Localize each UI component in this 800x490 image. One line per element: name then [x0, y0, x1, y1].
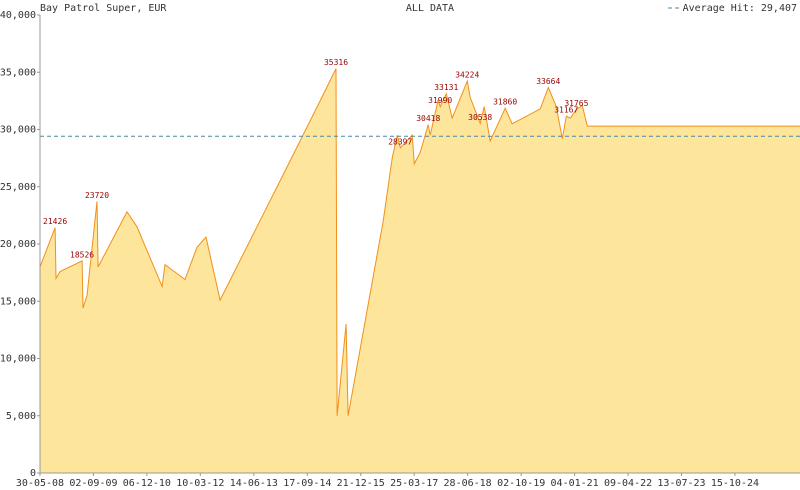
- value-label: 33131: [434, 83, 458, 92]
- y-tick-label: 40,000: [0, 10, 36, 21]
- x-tick-label: 02-10-19: [497, 478, 545, 489]
- legend-label: Average Hit: 29,407: [683, 3, 797, 14]
- value-label: 21426: [43, 217, 67, 226]
- chart-title: Bay Patrol Super, EUR: [40, 3, 167, 14]
- x-tick-label: 14-06-13: [230, 478, 278, 489]
- x-tick-label: 21-12-15: [337, 478, 385, 489]
- y-tick-label: 0: [30, 468, 36, 479]
- y-tick-label: 25,000: [0, 182, 36, 193]
- area: [40, 68, 800, 473]
- y-tick-label: 20,000: [0, 239, 36, 250]
- x-tick-label: 15-10-24: [711, 478, 759, 489]
- value-label: 34224: [455, 71, 479, 80]
- chart-subtitle: ALL DATA: [406, 3, 454, 14]
- value-label: 31167: [554, 106, 578, 115]
- value-label: 23720: [85, 191, 109, 200]
- x-tick-label: 06-12-10: [123, 478, 171, 489]
- x-tick-label: 10-03-12: [176, 478, 224, 489]
- x-tick-label: 17-09-14: [283, 478, 331, 489]
- x-tick-label: 13-07-23: [657, 478, 705, 489]
- x-tick-label: 02-09-09: [69, 478, 117, 489]
- y-tick-label: 30,000: [0, 125, 36, 136]
- y-tick-label: 10,000: [0, 354, 36, 365]
- x-tick-label: 09-04-22: [604, 478, 652, 489]
- value-label: 31990: [428, 96, 452, 105]
- value-label: 35316: [324, 58, 348, 67]
- y-tick-label: 5,000: [6, 411, 36, 422]
- y-tick-label: 35,000: [0, 67, 36, 78]
- value-label: 33664: [536, 77, 560, 86]
- value-label: 30418: [416, 114, 440, 123]
- value-label: 18526: [70, 250, 94, 259]
- x-tick-label: 28-06-18: [444, 478, 492, 489]
- y-tick-label: 15,000: [0, 296, 36, 307]
- x-tick-label: 30-05-08: [16, 478, 64, 489]
- value-label: 30538: [468, 113, 492, 122]
- x-tick-label: 25-03-17: [390, 478, 438, 489]
- line: [39, 68, 800, 416]
- value-label: 31860: [493, 98, 517, 107]
- value-label: 28397: [388, 137, 412, 146]
- value-label: 31765: [564, 99, 588, 108]
- x-tick-label: 04-01-21: [551, 478, 599, 489]
